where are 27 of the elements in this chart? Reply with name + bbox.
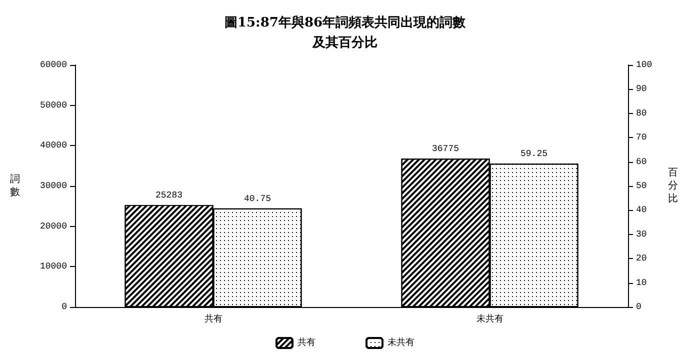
y-tick-label: 30000 bbox=[40, 181, 67, 191]
y2-tick-label: 40 bbox=[636, 205, 647, 216]
data-label: 25283 bbox=[156, 190, 183, 201]
y2-tick-label: 100 bbox=[636, 60, 652, 70]
y2-tick-label: 70 bbox=[636, 132, 647, 143]
chart-title: 圖15:87年與86年詞頻表共同出現的詞數及其百分比 bbox=[224, 14, 467, 50]
data-label: 40.75 bbox=[244, 194, 271, 204]
y2-axis-title: 百分比 bbox=[668, 168, 678, 204]
y2-tick-label: 90 bbox=[636, 84, 647, 94]
y-tick-label: 10000 bbox=[40, 262, 67, 272]
y-tick-label: 50000 bbox=[40, 100, 67, 110]
legend-label: 未共有 bbox=[388, 337, 414, 348]
y-axis-title: 詞數 bbox=[10, 173, 20, 198]
y2-tick-label: 50 bbox=[636, 181, 647, 191]
data-label: 36775 bbox=[432, 144, 460, 154]
y-tick-label: 60000 bbox=[40, 60, 67, 70]
y-tick-label: 0 bbox=[62, 302, 67, 312]
y2-tick-label: 60 bbox=[636, 156, 647, 167]
y2-tick-label: 80 bbox=[636, 108, 647, 118]
y2-tick-label: 0 bbox=[636, 302, 642, 312]
y2-tick-label: 10 bbox=[636, 278, 647, 288]
data-label: 59.25 bbox=[520, 149, 548, 160]
y-tick-label: 40000 bbox=[40, 140, 67, 151]
y-tick-label: 20000 bbox=[40, 221, 67, 232]
y2-tick-label: 30 bbox=[636, 229, 647, 240]
legend-label: 共有 bbox=[298, 337, 316, 348]
y2-tick-label: 20 bbox=[636, 254, 647, 264]
